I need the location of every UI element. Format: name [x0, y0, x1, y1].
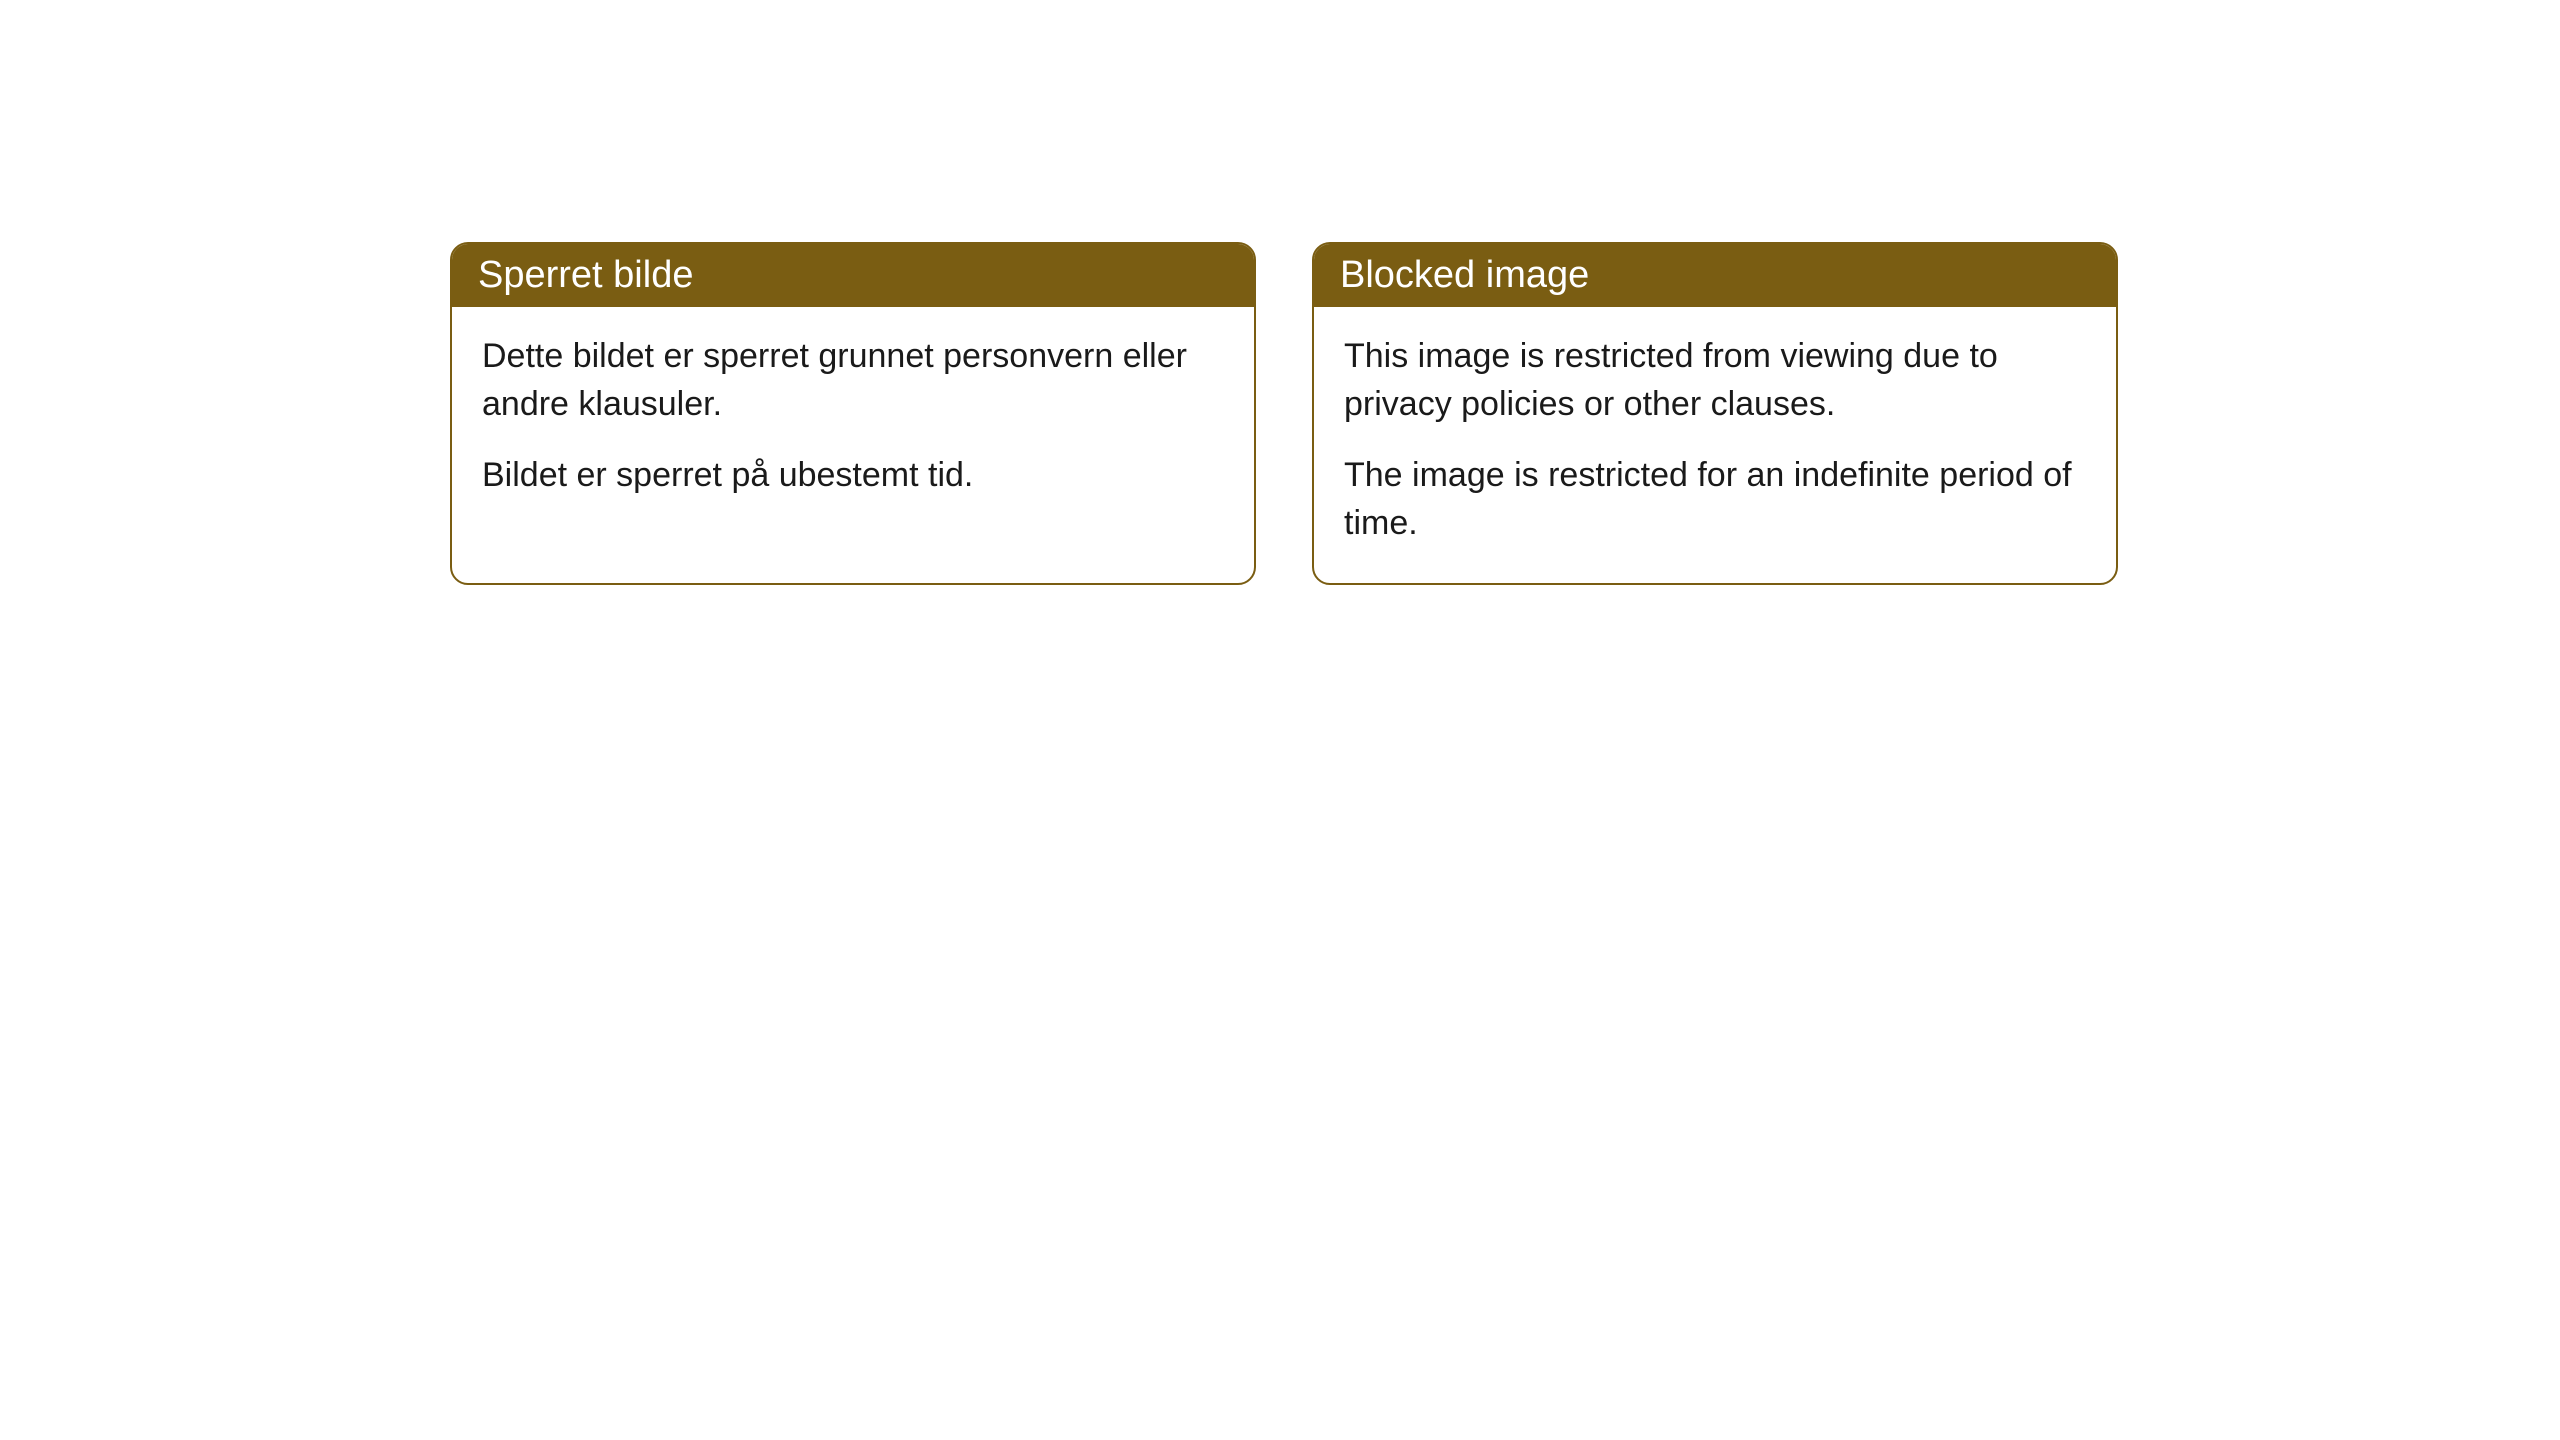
card-title: Sperret bilde [478, 254, 693, 296]
blocked-image-card-english: Blocked image This image is restricted f… [1312, 242, 2118, 585]
card-title: Blocked image [1340, 254, 1589, 296]
card-header: Sperret bilde [452, 244, 1254, 307]
card-header: Blocked image [1314, 244, 2116, 307]
card-body: Dette bildet er sperret grunnet personve… [452, 307, 1254, 536]
card-paragraph: Dette bildet er sperret grunnet personve… [482, 333, 1224, 428]
card-paragraph: This image is restricted from viewing du… [1344, 333, 2086, 428]
card-paragraph: The image is restricted for an indefinit… [1344, 452, 2086, 547]
notice-cards-container: Sperret bilde Dette bildet er sperret gr… [0, 0, 2560, 585]
card-paragraph: Bildet er sperret på ubestemt tid. [482, 452, 1224, 500]
card-body: This image is restricted from viewing du… [1314, 307, 2116, 583]
blocked-image-card-norwegian: Sperret bilde Dette bildet er sperret gr… [450, 242, 1256, 585]
